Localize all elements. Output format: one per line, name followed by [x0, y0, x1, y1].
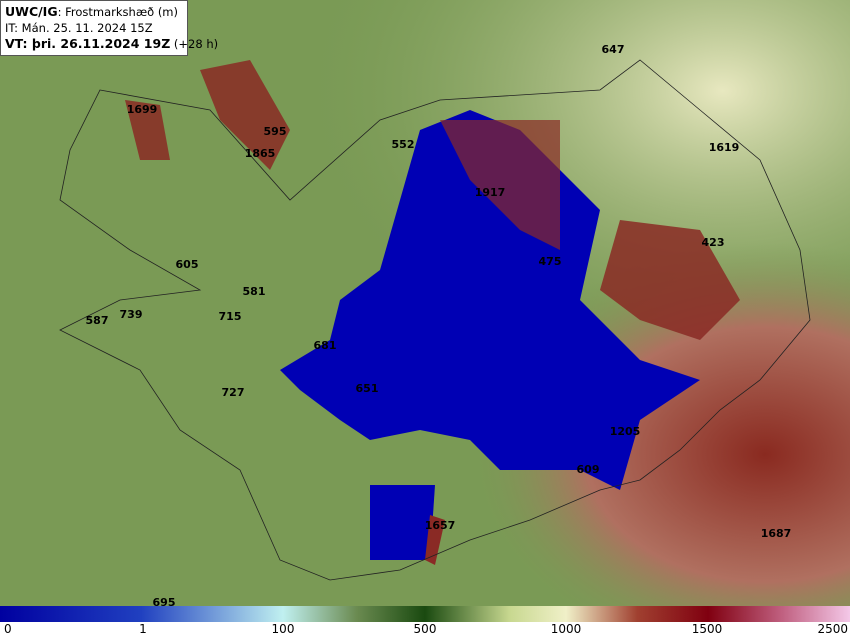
tick-label: 1500	[691, 622, 723, 636]
blue-area	[370, 485, 435, 560]
point-label: 727	[222, 386, 245, 399]
tick-label: 0	[4, 622, 12, 636]
point-label: 595	[264, 125, 287, 138]
red-area	[425, 515, 445, 565]
point-label: 1205	[610, 425, 641, 438]
point-label: 1699	[127, 103, 158, 116]
red-area	[440, 120, 560, 250]
point-label: 1687	[761, 527, 792, 540]
parameter: : Frostmarkshæð (m)	[57, 5, 178, 19]
colorbar-ticks: 0 1 100 500 1000 1500 2500	[0, 622, 850, 638]
point-label: 1619	[709, 141, 740, 154]
point-label: 605	[176, 258, 199, 271]
map: 1699 595 1865 552 647 1619 1917 423 475 …	[0, 0, 850, 606]
red-area	[125, 100, 170, 160]
point-label: 609	[577, 463, 600, 476]
point-label: 1865	[245, 147, 276, 160]
tick-label: 500	[413, 622, 437, 636]
tick-label: 2500	[817, 622, 848, 636]
header: UWC/IG: Frostmarkshæð (m) IT: Mán. 25. 1…	[0, 0, 218, 56]
point-label: 581	[243, 285, 266, 298]
point-label: 587	[86, 314, 109, 327]
point-label: 647	[602, 43, 625, 56]
red-area	[200, 60, 290, 170]
point-label: 715	[219, 310, 242, 323]
tick-label: 1000	[550, 622, 582, 636]
tick-label: 1	[139, 622, 147, 636]
point-label: 1657	[425, 519, 456, 532]
issue-time: IT: Mán. 25. 11. 2024 15Z	[5, 21, 153, 35]
blue-area	[280, 110, 700, 490]
point-label: 475	[539, 255, 562, 268]
tick-label: 100	[271, 622, 295, 636]
point-label: 681	[314, 339, 337, 352]
point-label: 739	[120, 308, 143, 321]
lead-time: (+28 h)	[173, 37, 219, 51]
point-label: 651	[356, 382, 379, 395]
product: UWC/IG	[5, 4, 58, 19]
point-label: 1917	[475, 186, 506, 199]
coastline	[59, 59, 811, 581]
red-area	[600, 220, 740, 340]
valid-time: VT: þri. 26.11.2024 19Z	[5, 36, 171, 51]
point-label: 552	[392, 138, 415, 151]
colorbar	[0, 606, 850, 622]
point-label: 423	[702, 236, 725, 249]
point-label: 695	[153, 596, 176, 606]
